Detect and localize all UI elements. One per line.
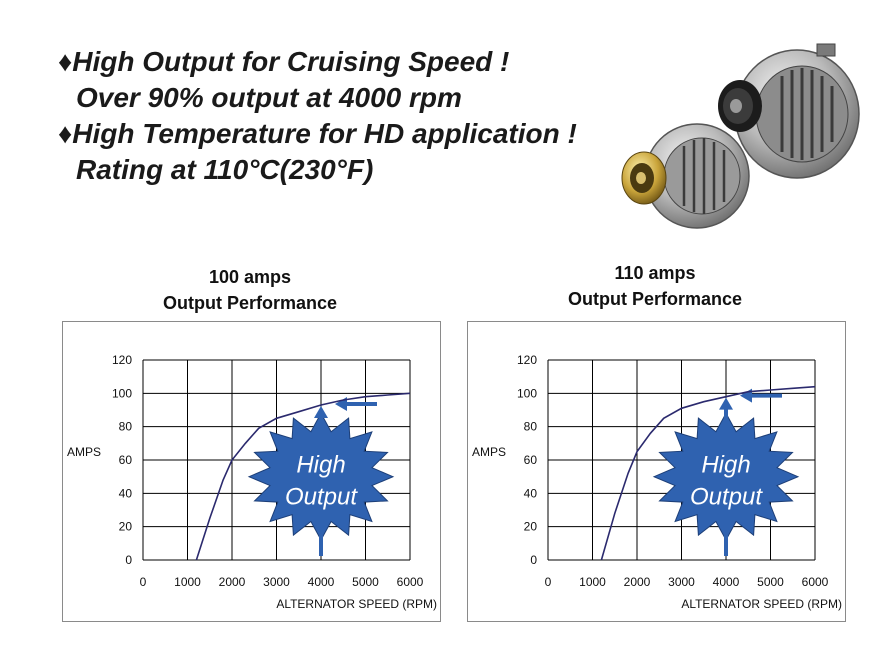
y-tick-label: 20 [119,520,133,534]
x-tick-label: 1000 [174,575,201,589]
callout-text-high: High [701,452,750,479]
chart-2-title-line-2: Output Performance [567,289,743,309]
y-tick-label: 60 [119,453,133,467]
x-tick-label: 5000 [757,575,784,589]
y-tick-label: 100 [517,386,537,400]
vertical-arrow-head [314,406,328,418]
x-tick-label: 4000 [713,575,740,589]
performance-curve [195,392,411,561]
headline-line-3: ♦High Temperature for HD application ! [58,118,577,149]
headline-line-4: Rating at 110°C(230°F) [76,154,374,185]
x-tick-label: 1000 [579,575,606,589]
headline-line-1: ♦High Output for Cruising Speed ! [58,46,510,77]
large-alternator [718,43,860,179]
small-alternator [621,123,750,229]
x-tick-label: 4000 [308,575,335,589]
chart-2-title: 110 amps Output Performance [515,260,795,312]
alternator-product-image [621,43,860,229]
x-tick-label: 6000 [397,575,424,589]
chart-2-plot: 0 1000 2000 3000 4000 5000 6000 0 20 40 60 80 100 120… [472,353,842,611]
y-tick-label: 80 [119,420,133,434]
y-tick-label: 0 [125,553,132,567]
y-tick-label: 100 [112,386,132,400]
chart-2-title-line-1: 110 amps [614,263,696,283]
x-tick-label: 5000 [352,575,379,589]
performance-curve [600,385,816,561]
y-tick-label: 120 [112,353,132,367]
vertical-arrow-head [719,397,733,410]
chart-1-title: 100 amps Output Performance [110,264,390,316]
x-tick-label: 3000 [668,575,695,589]
y-tick-label: 40 [119,486,133,500]
chart-1-plot: 0 1000 2000 3000 4000 5000 6000 0 20 40 60 80 100 120… [67,353,437,611]
y-tick-label: 20 [524,520,538,534]
chart-1-frame: 0 1000 2000 3000 4000 5000 6000 0 20 40 60 80 100 120… [62,321,441,622]
callout-text-output: Output [690,484,763,511]
x-axis-label: ALTERNATOR SPEED (RPM) [276,597,437,611]
y-tick-label: 60 [524,453,538,467]
x-tick-label: 2000 [624,575,651,589]
x-tick-label: 0 [545,575,552,589]
callout-text-output: Output [285,484,358,511]
y-tick-label: 120 [517,353,537,367]
x-tick-label: 2000 [219,575,246,589]
headline-line-2: Over 90% output at 4000 rpm [76,82,462,113]
y-tick-label: 0 [530,553,537,567]
y-axis-label: AMPS [472,445,506,459]
chart-2-frame: 0 1000 2000 3000 4000 5000 6000 0 20 40 60 80 100 120… [467,321,846,622]
x-axis-label: ALTERNATOR SPEED (RPM) [681,597,842,611]
y-tick-label: 40 [524,486,538,500]
chart-1-title-line-2: Output Performance [162,293,338,313]
chart-1-title-line-1: 100 amps [208,267,292,287]
y-axis-label: AMPS [67,445,101,459]
x-tick-label: 6000 [802,575,829,589]
callout-text-high: High [296,452,345,479]
x-tick-label: 0 [140,575,147,589]
headline: ♦High Output for Cruising Speed ! Over 9… [58,44,658,188]
x-tick-label: 3000 [263,575,290,589]
y-tick-label: 80 [524,420,538,434]
